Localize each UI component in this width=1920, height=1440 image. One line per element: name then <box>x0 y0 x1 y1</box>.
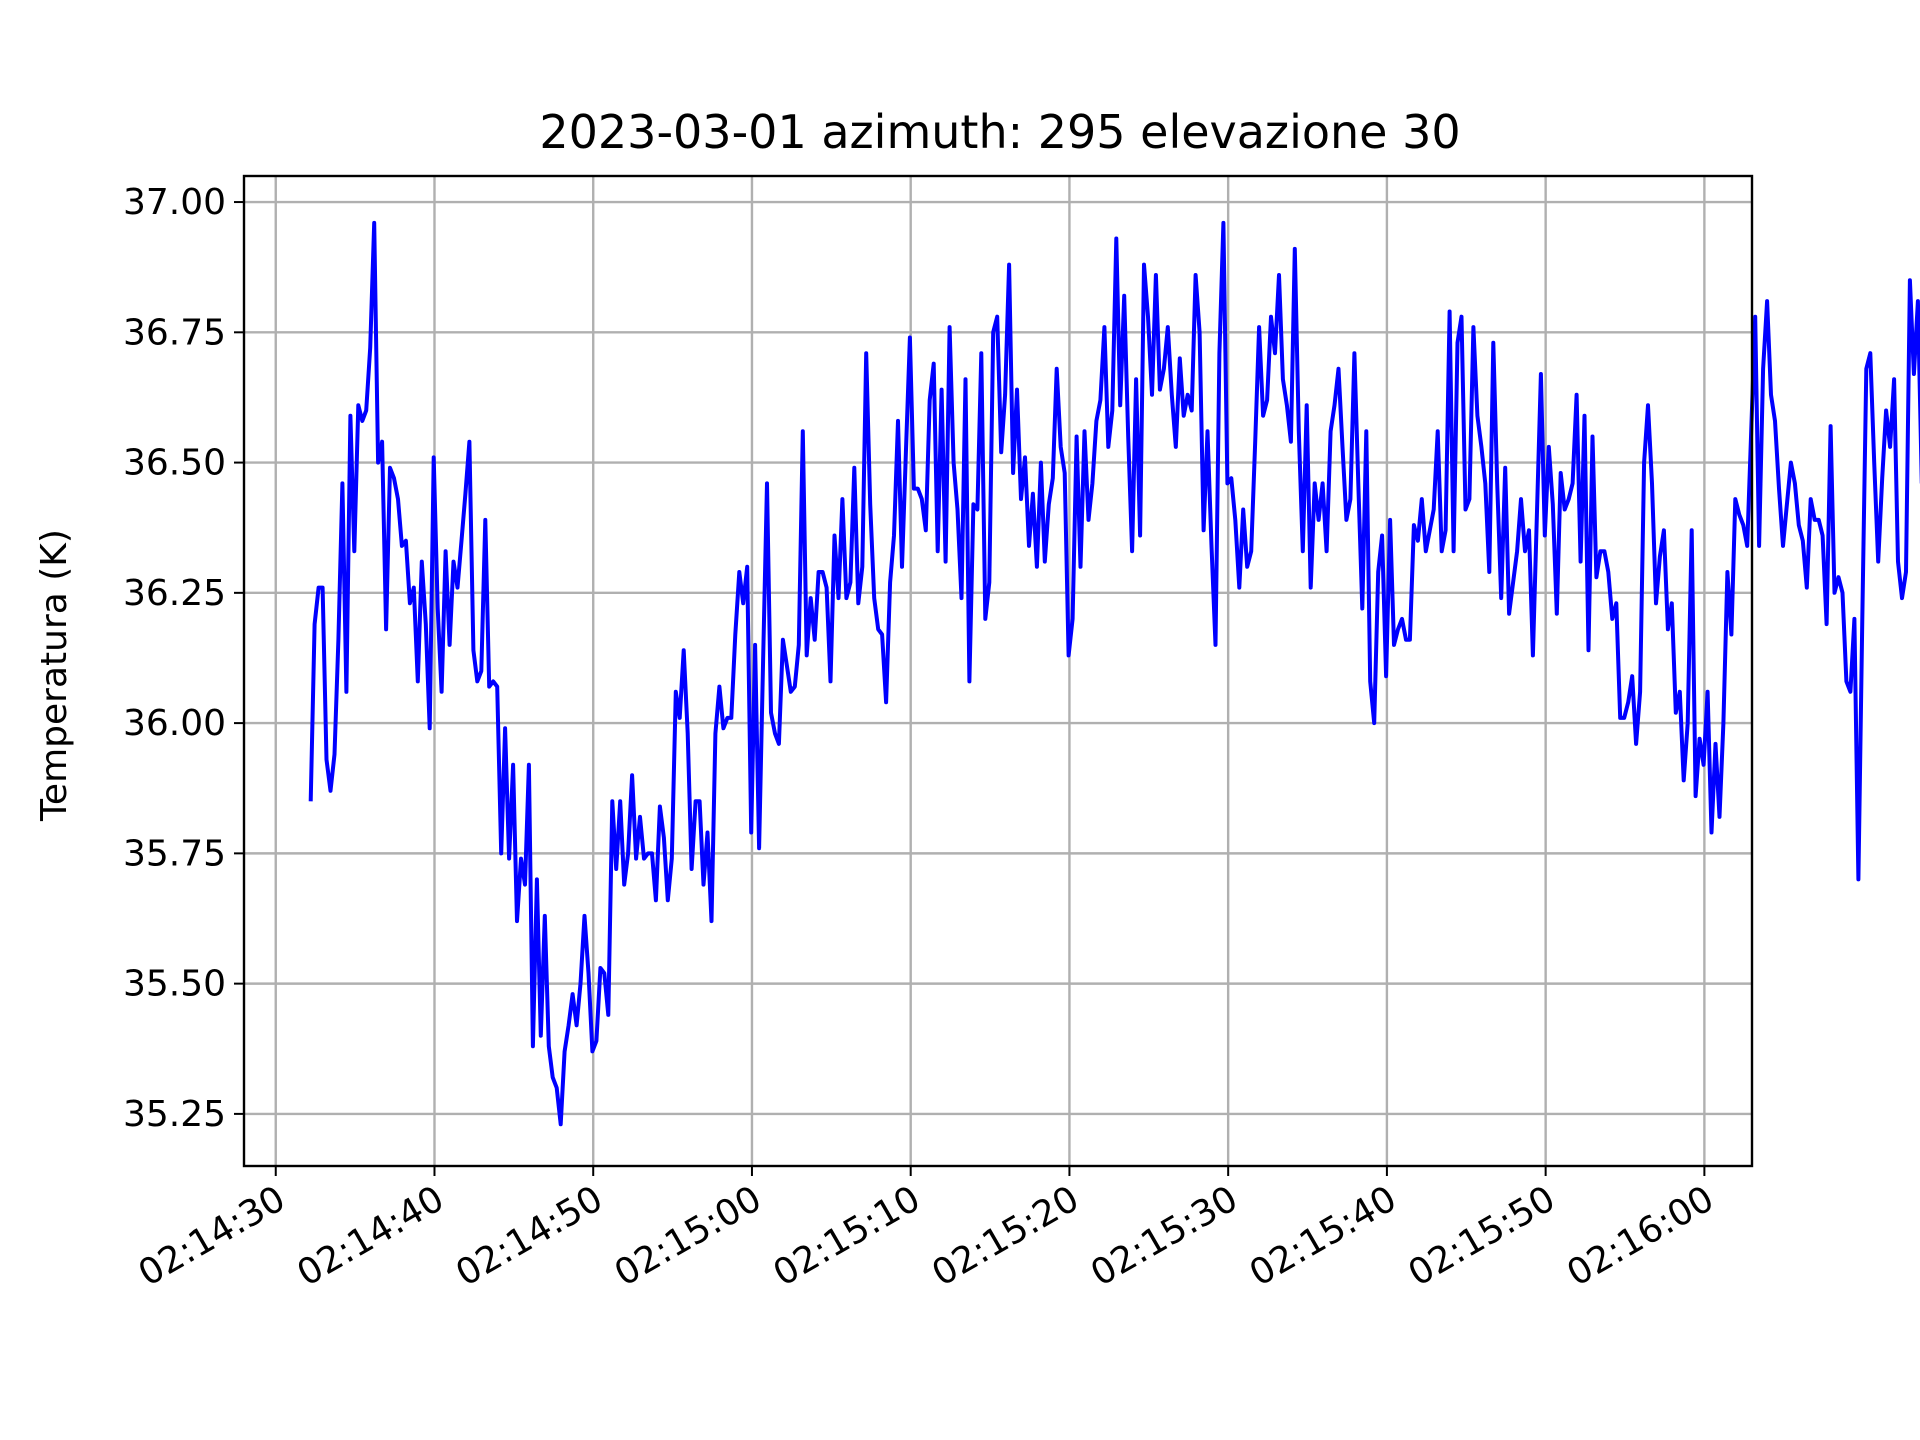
y-tick-label: 35.75 <box>123 833 226 874</box>
y-tick-label: 36.00 <box>123 703 226 744</box>
y-tick-label: 35.50 <box>123 964 226 1005</box>
series-layer <box>308 220 1920 1127</box>
y-tick-label: 36.25 <box>123 573 226 614</box>
chart-title: 2023-03-01 azimuth: 295 elevazione 30 <box>539 105 1460 159</box>
grid-lines <box>244 176 1752 1166</box>
y-tick-label: 36.75 <box>123 312 226 353</box>
y-tick-label: 36.50 <box>123 443 226 484</box>
temperature-series-line <box>308 220 1920 1127</box>
plot-frame <box>242 174 1754 1168</box>
y-tick-label: 37.00 <box>123 182 226 223</box>
y-axis-label: Temperatura (K) <box>34 529 75 822</box>
y-tick-label: 35.25 <box>123 1094 226 1135</box>
